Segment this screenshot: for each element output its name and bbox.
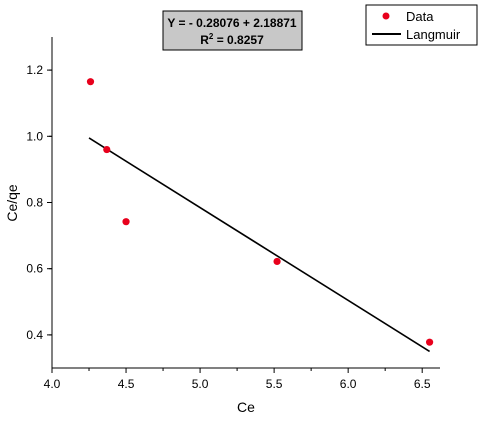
legend-data-label: Data <box>406 9 434 24</box>
points-layer <box>86 78 434 346</box>
langmuir-fit-line <box>88 137 431 353</box>
x-tick-label: 5.0 <box>192 377 209 391</box>
r2-superscript: 2 <box>209 32 214 41</box>
y-tick-label: 1.2 <box>26 63 43 77</box>
equation-box: Y = - 0.28076 + 2.18871 R2 = 0.8257 <box>162 10 303 51</box>
legend-fit-label: Langmuir <box>406 27 461 42</box>
y-tick-label: 0.6 <box>26 262 43 276</box>
fit-layer <box>88 137 431 353</box>
y-tick-label: 0.8 <box>26 196 43 210</box>
y-axis-title: Ce/qe <box>4 184 20 222</box>
legend-data-marker <box>382 12 390 20</box>
legend-box <box>365 4 478 46</box>
y-tick-label: 0.4 <box>26 328 43 342</box>
data-point <box>273 257 281 266</box>
y-tick-label: 1.0 <box>26 129 43 143</box>
equation-box-bg <box>162 10 303 51</box>
data-point <box>122 218 130 226</box>
x-tick-label: 6.0 <box>340 377 357 391</box>
x-tick-label: 4.5 <box>118 377 135 391</box>
r2-prefix: R <box>200 33 209 47</box>
x-tick-label: 5.5 <box>266 377 283 391</box>
data-point <box>103 145 111 154</box>
legend: Data Langmuir <box>365 4 478 46</box>
y-ticks: 0.4 0.6 0.8 1.0 1.2 <box>26 63 52 342</box>
x-tick-label: 4.0 <box>44 377 61 391</box>
data-point <box>425 338 434 346</box>
data-point <box>86 78 95 86</box>
r2-value: = 0.8257 <box>213 33 264 47</box>
r-squared-line: R2 = 0.8257 <box>200 32 264 47</box>
x-tick-label: 6.5 <box>414 377 431 391</box>
x-ticks: 4.0 4.5 5.0 5.5 6.0 6.5 <box>44 368 431 391</box>
equation-line: Y = - 0.28076 + 2.18871 <box>167 16 297 30</box>
x-axis-title: Ce <box>237 399 255 415</box>
